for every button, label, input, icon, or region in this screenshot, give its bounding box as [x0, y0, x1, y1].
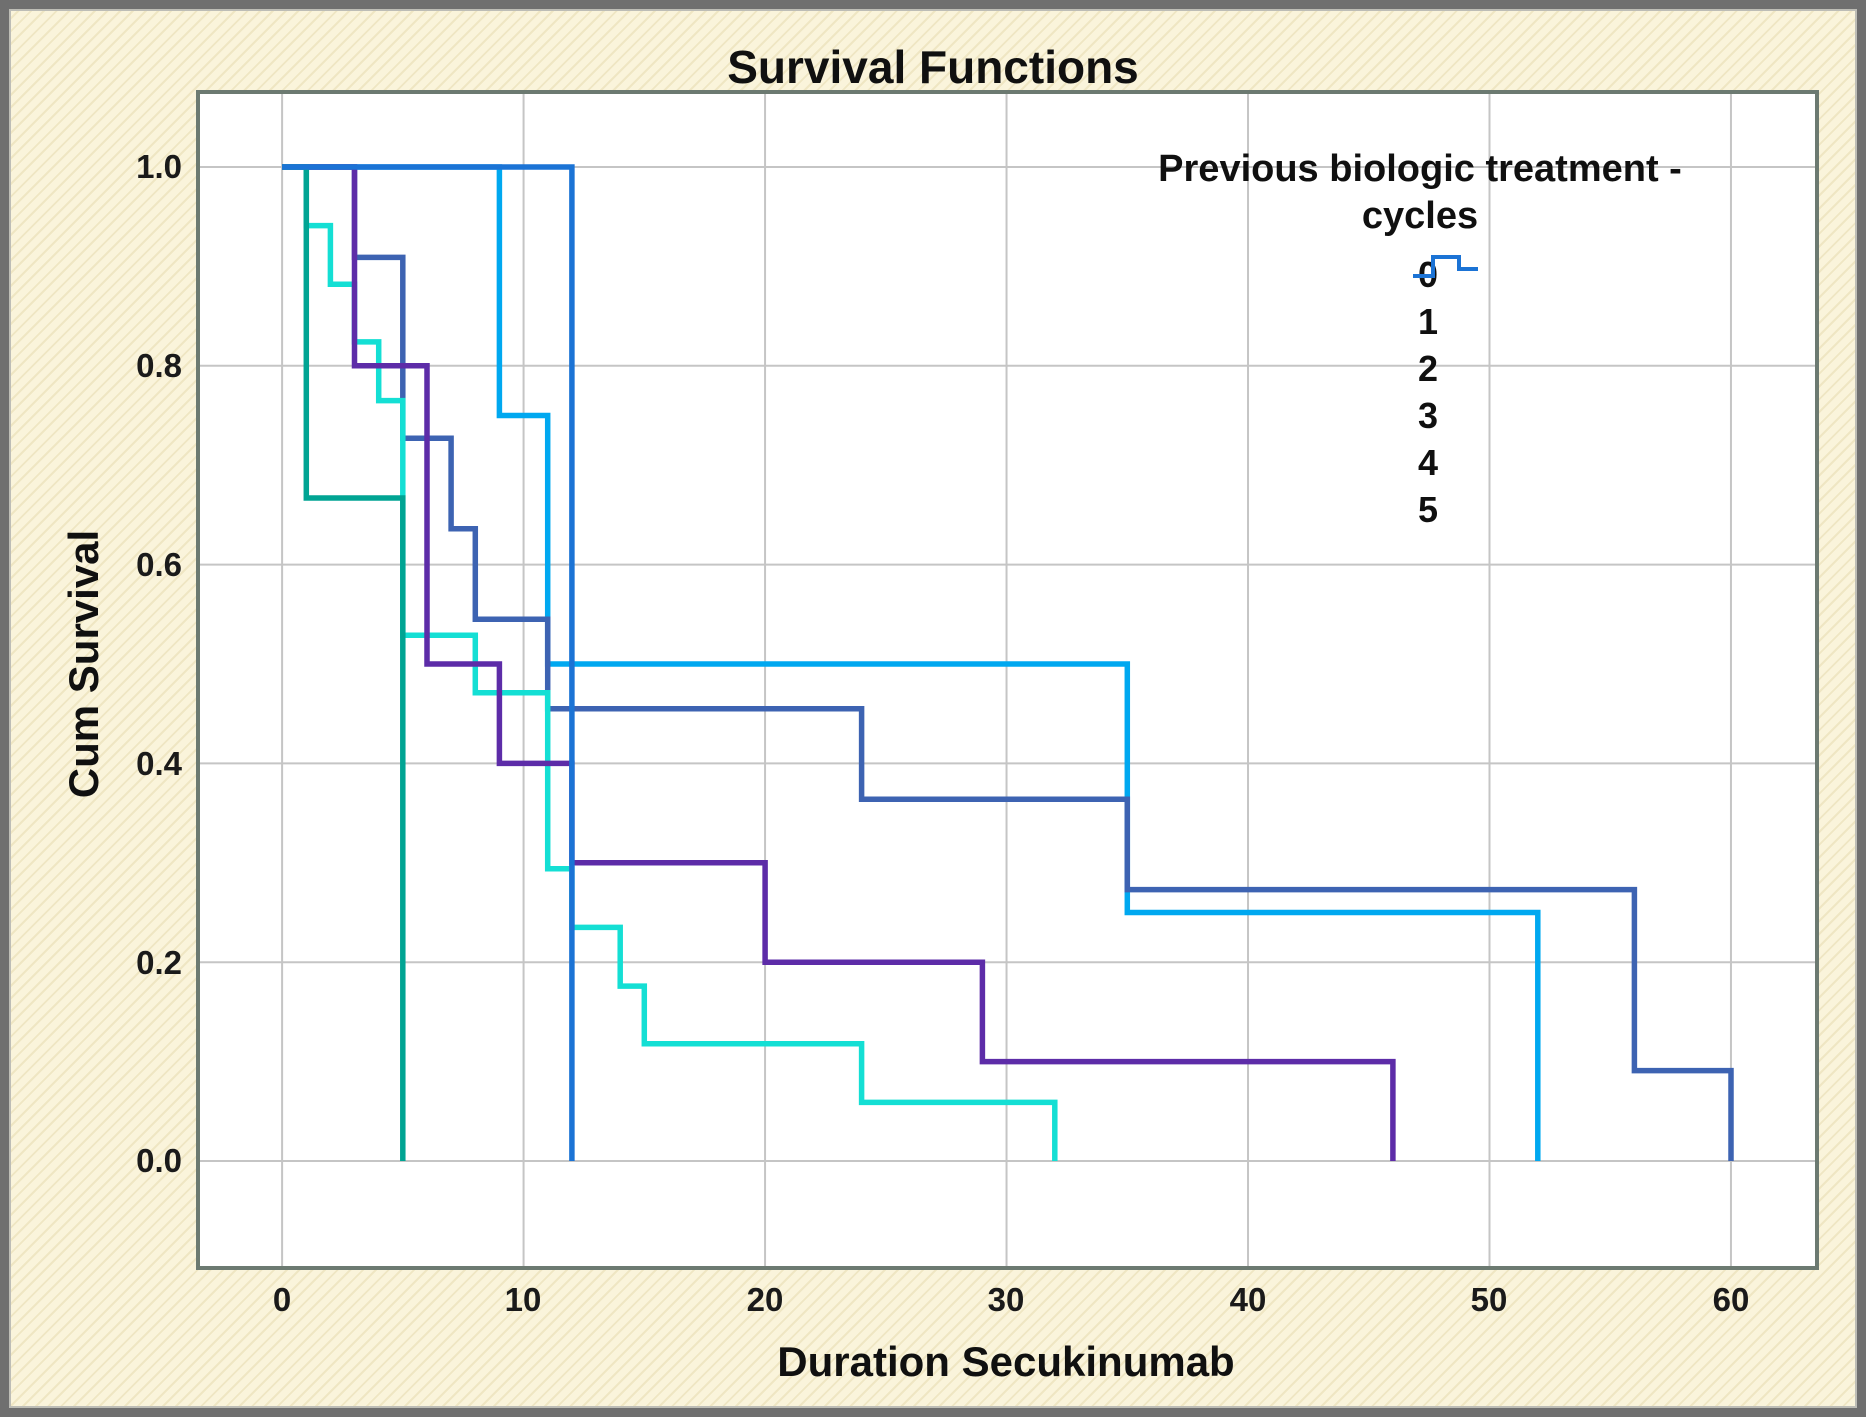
- survival-curve-4: [282, 164, 406, 1161]
- x-tick-label: 10: [504, 1281, 542, 1318]
- plot-area: Previous biologic treatment - cycles 0 1…: [196, 90, 1819, 1270]
- x-tick-label: 60: [1712, 1281, 1750, 1318]
- x-tick-label: 0: [272, 1281, 292, 1318]
- x-tick-label: 50: [1470, 1281, 1508, 1318]
- chart-title: Survival Functions: [727, 41, 1139, 93]
- y-tick-label: 0.6: [136, 546, 182, 583]
- x-tick-label: 40: [1229, 1281, 1267, 1318]
- y-tick-label: 0.4: [136, 745, 182, 782]
- plot-canvas: [200, 94, 1815, 1266]
- y-tick-label: 0.0: [136, 1142, 182, 1179]
- x-axis-title: Duration Secukinumab: [777, 1338, 1235, 1385]
- y-tick-label: 0.8: [136, 347, 182, 384]
- x-tick-label: 20: [746, 1281, 784, 1318]
- x-tick-label: 30: [987, 1281, 1025, 1318]
- survival-curve-2: [282, 164, 1058, 1161]
- y-tick-label: 1.0: [136, 148, 182, 185]
- y-tick-label: 0.2: [136, 944, 182, 981]
- y-axis-title: Cum Survival: [60, 529, 107, 799]
- survival-curve-1: [282, 164, 1734, 1161]
- survival-curve-5: [282, 164, 575, 1161]
